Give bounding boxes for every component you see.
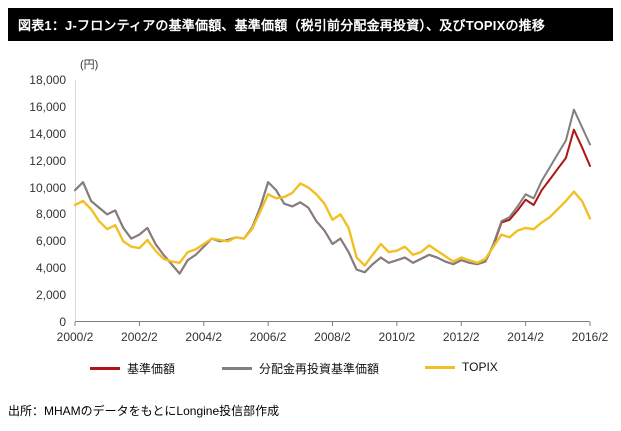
legend-label: 分配金再投資基準価額	[259, 362, 380, 376]
x-tick-label: 2000/2	[56, 330, 94, 344]
x-tick-label: 2004/2	[185, 330, 223, 344]
x-tick-label: 2008/2	[314, 330, 351, 344]
y-tick-label: 4,000	[35, 261, 66, 276]
chart-title-bar: 図表1：J-フロンティアの基準価額、基準価額（税引前分配金再投資）、及びTOPI…	[8, 8, 613, 41]
chart-legend: 基準価額 分配金再投資基準価額 TOPIX	[0, 360, 621, 378]
x-tick-label: 2014/2	[507, 330, 544, 344]
x-tick-label: 2016/2	[571, 330, 609, 344]
chart-title: 図表1：J-フロンティアの基準価額、基準価額（税引前分配金再投資）、及びTOPI…	[18, 18, 546, 33]
legend-item-kijun-kagaku: 基準価額	[90, 360, 175, 377]
line-chart	[73, 80, 592, 326]
y-tick-label: 16,000	[29, 99, 66, 114]
x-axis-tick-labels: 2000/2 2002/2 2004/2 2006/2 2008/2 2010/2 2012…	[57, 330, 609, 346]
chart-plot-area	[73, 80, 592, 326]
legend-label: TOPIX	[462, 360, 498, 374]
legend-swatch-yellow	[425, 365, 455, 369]
legend-item-topix: TOPIX	[425, 360, 498, 374]
legend-item-bunpaikin-saitoshi: 分配金再投資基準価額	[222, 360, 379, 377]
y-tick-label: 2,000	[35, 288, 66, 303]
x-tick-label: 2012/2	[442, 330, 480, 344]
y-tick-label: 12,000	[29, 153, 66, 168]
y-axis-tick-labels: 0 2,000 4,000 6,000 8,000 10,000 12,000 14,000 1…	[0, 73, 66, 329]
x-tick-label: 2002/2	[121, 330, 158, 344]
y-tick-label: 0	[59, 315, 66, 329]
x-tick-label: 2006/2	[249, 330, 287, 344]
y-tick-label: 14,000	[29, 126, 66, 141]
x-tick-label: 2010/2	[378, 330, 416, 344]
legend-swatch-gray	[222, 367, 252, 370]
y-tick-label: 6,000	[35, 234, 66, 249]
y-tick-label: 18,000	[29, 73, 66, 87]
y-axis-unit-label: (円)	[80, 59, 99, 71]
source-note: 出所：MHAMのデータをもとにLongine投信部作成	[8, 404, 280, 418]
y-tick-label: 8,000	[35, 207, 66, 222]
y-tick-label: 10,000	[29, 180, 66, 195]
legend-swatch-red	[90, 367, 120, 370]
legend-label: 基準価額	[127, 362, 176, 376]
